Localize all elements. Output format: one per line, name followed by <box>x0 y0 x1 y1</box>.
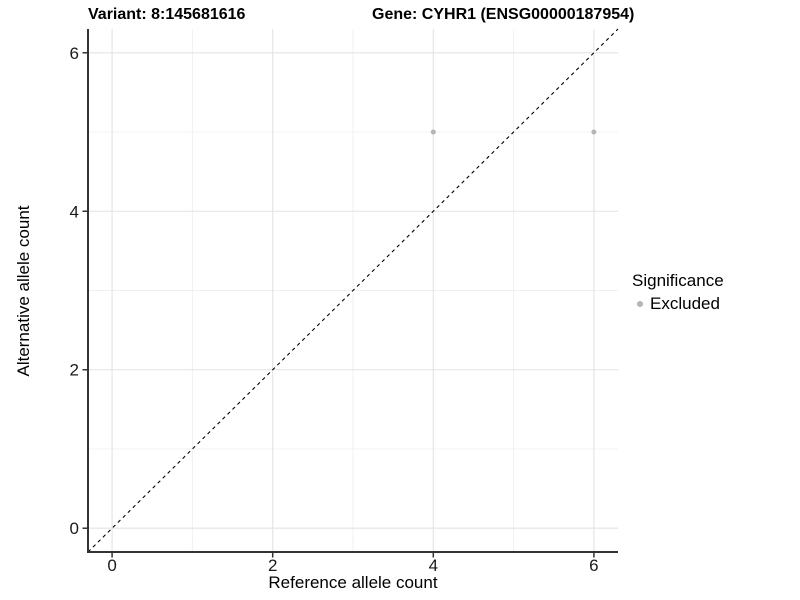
data-point-excluded <box>430 129 436 135</box>
legend: Significance Excluded <box>632 271 724 314</box>
y-axis-tick-label: 4 <box>70 202 79 221</box>
plot-title-gene: Gene: CYHR1 (ENSG00000187954) <box>372 6 635 23</box>
x-axis-tick-label: 0 <box>107 556 116 575</box>
data-point-excluded <box>591 129 597 135</box>
y-axis-title: Alternative allele count <box>14 205 33 377</box>
y-axis-tick-label: 0 <box>70 519 79 538</box>
legend-item-label: Excluded <box>650 294 720 313</box>
legend-title: Significance <box>632 271 724 290</box>
x-axis-tick-label: 2 <box>268 556 277 575</box>
x-axis-tick-label: 4 <box>429 556 438 575</box>
legend-dot-icon <box>637 301 643 307</box>
identity-reference-line <box>87 28 619 553</box>
legend-item-excluded: Excluded <box>632 294 724 314</box>
x-axis-tick-label: 6 <box>589 556 598 575</box>
y-axis-tick-label: 2 <box>70 361 79 380</box>
y-axis-tick-label: 6 <box>70 44 79 63</box>
plot-title-variant: Variant: 8:145681616 <box>88 6 246 23</box>
x-axis-title: Reference allele count <box>268 573 438 592</box>
